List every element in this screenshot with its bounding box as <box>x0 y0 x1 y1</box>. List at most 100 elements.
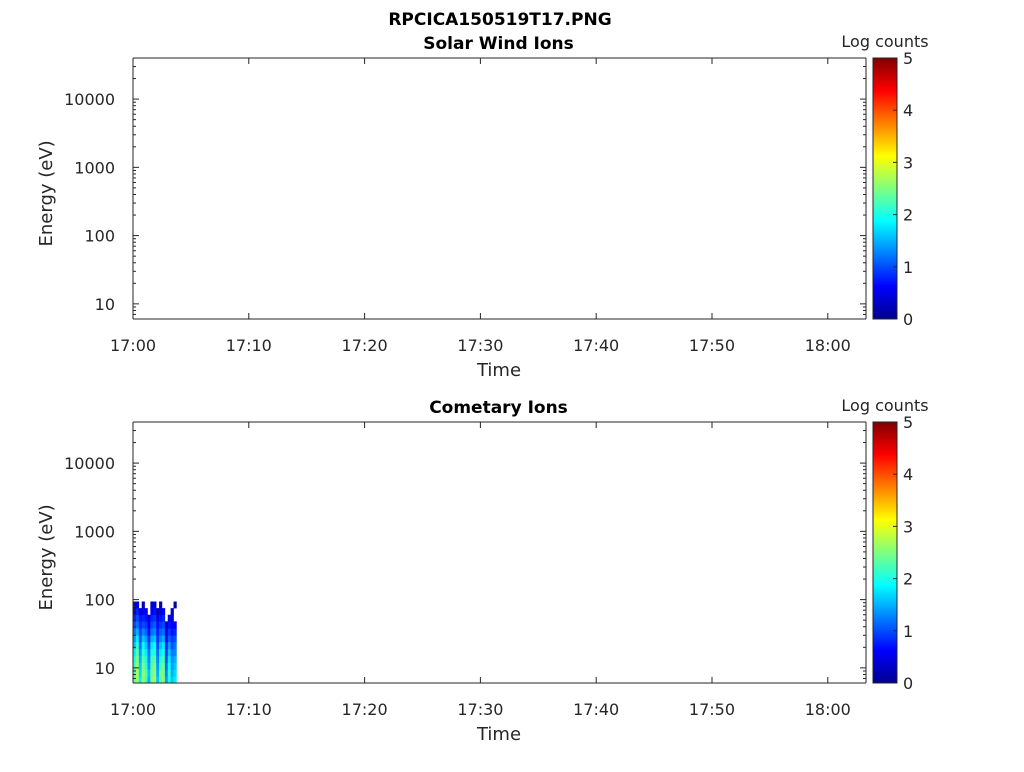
heatmap-cell <box>159 676 163 684</box>
heatmap-cell <box>170 635 174 643</box>
heatmap-cell <box>144 641 148 650</box>
heatmap-cell <box>144 676 148 684</box>
heatmap-cell <box>138 669 142 677</box>
heatmap-cell <box>156 655 160 663</box>
colorbar-label: Log counts <box>841 396 928 415</box>
heatmap-cell <box>159 608 163 616</box>
heatmap-cell <box>147 635 151 643</box>
x-tick-label: 17:00 <box>110 336 156 355</box>
heatmap-cell <box>138 676 142 684</box>
heatmap-cell <box>173 635 177 643</box>
y-tick-label: 10 <box>95 659 115 678</box>
heatmap-cell <box>167 621 171 629</box>
heatmap-cell <box>159 655 163 663</box>
colorbar <box>872 421 898 684</box>
colorbar-tick-label: 1 <box>903 622 913 641</box>
heatmap-cell <box>161 614 166 622</box>
y-tick-label: 100 <box>84 591 115 610</box>
heatmap-cell <box>133 655 137 663</box>
heatmap-cell <box>156 662 160 670</box>
heatmap-cell <box>141 655 145 663</box>
heatmap-cell <box>141 662 145 670</box>
heatmap-cell <box>159 635 163 643</box>
heatmap-cell <box>153 628 157 636</box>
heatmap-cell <box>135 648 140 657</box>
heatmap-cell <box>150 628 154 636</box>
figure-title: RPCICA150519T17.PNG <box>388 10 611 30</box>
heatmap-cell <box>138 648 142 657</box>
y-tick-label: 10 <box>95 295 115 314</box>
heatmap-cell <box>161 662 166 670</box>
heatmap-cell <box>153 608 157 616</box>
heatmap-cell <box>153 662 157 670</box>
heatmap-cell <box>153 601 157 609</box>
heatmap-cell <box>167 669 171 677</box>
heatmap-cell <box>164 628 169 636</box>
heatmap-cell <box>141 608 145 616</box>
heatmap-cell <box>156 648 160 657</box>
heatmap-cell <box>170 621 174 629</box>
colorbar-tick-label: 3 <box>903 517 913 536</box>
heatmap-cell <box>141 614 145 622</box>
colorbar-tick-label: 5 <box>903 413 913 432</box>
colorbar-tick-label: 4 <box>903 465 913 484</box>
heatmap-cell <box>133 669 137 677</box>
heatmap-cell <box>144 648 148 657</box>
colorbar <box>872 57 898 320</box>
heatmap-cell <box>156 635 160 643</box>
heatmap-cell <box>135 655 140 663</box>
heatmap-cell <box>144 655 148 663</box>
y-tick-label: 10000 <box>64 454 115 473</box>
x-tick-label: 17:40 <box>573 700 619 719</box>
heatmap-cell <box>161 648 166 657</box>
heatmap-cell <box>135 662 140 670</box>
heatmap-cell <box>153 648 157 657</box>
heatmap-cell <box>167 641 171 650</box>
heatmap-cell <box>161 676 166 684</box>
heatmap-cell <box>144 608 148 616</box>
heatmap-cell <box>153 676 157 684</box>
heatmap-cell <box>161 669 166 677</box>
heatmap-cell <box>153 655 157 663</box>
heatmap-cell <box>159 669 163 677</box>
heatmap-cell <box>170 676 174 684</box>
heatmap-cell <box>164 621 169 629</box>
heatmap-cell <box>173 669 177 677</box>
heatmap-cell <box>173 648 177 657</box>
heatmap-cell <box>167 648 171 657</box>
heatmap-cell <box>164 662 169 670</box>
heatmap-cell <box>133 635 137 643</box>
heatmap-cell <box>138 628 142 636</box>
heatmap-cell <box>138 655 142 663</box>
x-tick-label: 17:20 <box>342 336 388 355</box>
heatmap-cell <box>147 621 151 629</box>
heatmap-cell <box>147 628 151 636</box>
heatmap-cell <box>141 669 145 677</box>
heatmap-cell <box>135 628 140 636</box>
heatmap-cell <box>138 641 142 650</box>
heatmap-cell <box>133 676 137 684</box>
heatmap-cell <box>170 669 174 677</box>
heatmap-cell <box>153 621 157 629</box>
heatmap-cell <box>164 669 169 677</box>
colorbar-tick-label: 4 <box>903 101 913 120</box>
y-tick-label: 10000 <box>64 90 115 109</box>
x-tick-label: 17:50 <box>689 336 735 355</box>
heatmap-cell <box>138 614 142 622</box>
heatmap-cell <box>159 648 163 657</box>
heatmap-cell <box>147 655 151 663</box>
heatmap-cell <box>156 614 160 622</box>
colorbar-tick-label: 3 <box>903 153 913 172</box>
heatmap-cell <box>133 628 137 636</box>
heatmap-cell <box>164 635 169 643</box>
y-axis-label: Energy (eV) <box>36 140 57 246</box>
heatmap-cell <box>141 635 145 643</box>
heatmap-cell <box>156 608 160 616</box>
heatmap-cell <box>144 635 148 643</box>
heatmap-cell <box>173 676 177 684</box>
cometary-ions-panel: 17:00 17:10 17:20 17:30 17:40 17:50 18:0010100… <box>36 396 929 745</box>
heatmap-cell <box>133 648 137 657</box>
x-axis-label: Time <box>476 724 521 745</box>
heatmap-cell <box>153 641 157 650</box>
